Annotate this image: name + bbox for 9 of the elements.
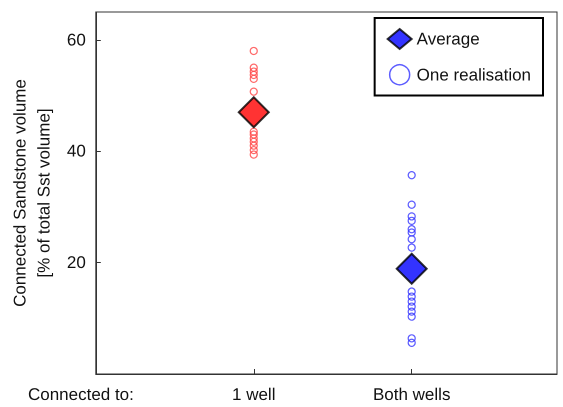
y-tick-label: 20 (66, 253, 86, 272)
y-axis-title: Connected Sandstone volume [% of total Sst volume] (10, 79, 54, 307)
x-tick-label: 1 well (232, 385, 276, 404)
x-axis-title: Connected to: (28, 385, 134, 404)
y-tick-label: 60 (66, 30, 86, 50)
legend-label: Average (416, 30, 480, 48)
y-tick-label: 40 (66, 142, 86, 161)
x-tick-label: Both wells (372, 385, 450, 404)
legend-label: One realisation (416, 65, 531, 84)
